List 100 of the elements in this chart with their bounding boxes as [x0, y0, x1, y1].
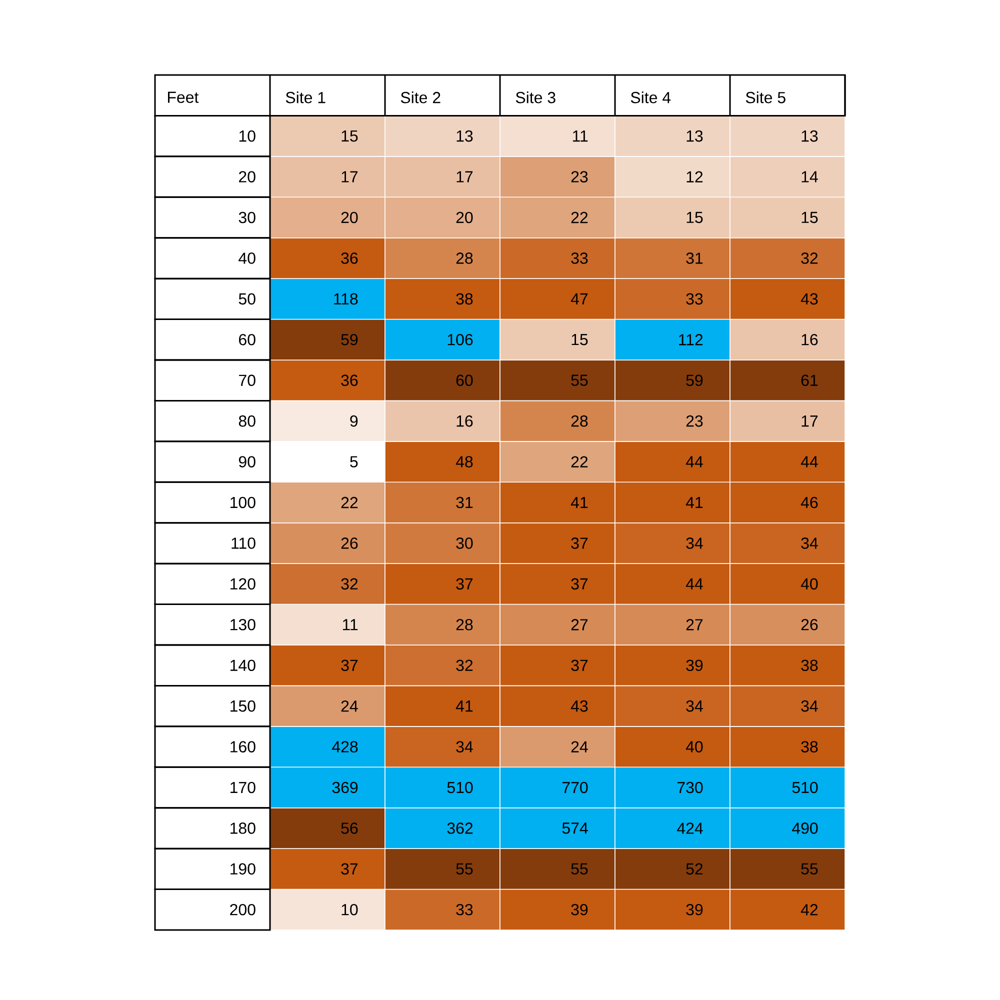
data-label: 34	[801, 538, 818, 549]
x-tick-label: Site 2	[400, 92, 440, 104]
data-label: 48	[456, 456, 473, 468]
x-tick-label: Site 4	[630, 92, 671, 104]
data-label: 41	[456, 700, 473, 712]
data-label: 13	[802, 130, 818, 142]
data-label: 33	[571, 252, 588, 264]
data-label: 61	[801, 374, 818, 386]
data-label: 22	[571, 456, 588, 468]
data-label: 13	[686, 130, 703, 142]
data-label: 369	[332, 782, 358, 794]
data-label: 490	[792, 822, 818, 834]
data-label: 39	[571, 904, 588, 916]
data-label: 16	[456, 415, 473, 427]
data-label: 55	[571, 374, 588, 386]
y-tick-label: 170	[230, 782, 256, 794]
y-tick-label: 20	[239, 171, 256, 182]
data-label: 60	[456, 374, 473, 386]
data-label: 41	[686, 496, 703, 508]
data-label: 44	[800, 456, 818, 468]
data-label: 55	[801, 863, 818, 875]
data-label: 9	[350, 415, 358, 427]
data-label: 30	[456, 538, 473, 549]
data-label: 15	[572, 334, 588, 346]
y-tick-label: 180	[230, 822, 256, 834]
y-tick-label: 140	[230, 660, 256, 672]
data-label: 22	[341, 496, 358, 508]
y-tick-label: 40	[238, 252, 256, 264]
data-label: 52	[686, 863, 703, 875]
data-label: 39	[686, 904, 703, 916]
x-tick-label: Site 3	[516, 92, 556, 104]
data-label: 362	[447, 822, 473, 834]
data-label: 55	[571, 863, 588, 875]
y-tick-label: 90	[238, 456, 256, 468]
data-label: 37	[341, 863, 358, 875]
data-label: 17	[802, 416, 818, 427]
data-label: 26	[801, 618, 818, 630]
data-label: 118	[334, 293, 358, 305]
data-label: 46	[800, 496, 818, 508]
y-tick-label: 110	[232, 538, 256, 549]
data-label: 28	[456, 252, 473, 264]
data-label: 10	[342, 904, 358, 916]
data-label: 20	[341, 212, 358, 224]
y-tick-label: 150	[230, 700, 256, 712]
data-label: 20	[456, 212, 473, 224]
data-label: 24	[571, 741, 588, 752]
data-label: 37	[571, 538, 588, 549]
data-label: 22	[571, 212, 588, 224]
data-label: 44	[686, 578, 703, 590]
data-label: 17	[342, 171, 358, 182]
data-label: 39	[686, 660, 703, 672]
data-label: 43	[800, 293, 818, 305]
data-label: 42	[800, 904, 818, 916]
x-tick-label: Site 5	[746, 92, 786, 104]
data-label: 40	[686, 741, 703, 752]
y-tick-label: 50	[238, 293, 256, 305]
y-tick-label: 120	[230, 578, 256, 590]
data-label: 5	[350, 456, 358, 468]
data-label: 38	[456, 293, 473, 305]
data-label: 112	[679, 334, 703, 346]
data-label: 59	[686, 374, 703, 386]
data-label: 59	[341, 334, 358, 346]
data-label: 15	[342, 130, 358, 142]
data-label: 37	[571, 660, 588, 672]
data-label: 36	[341, 374, 358, 386]
data-label: 27	[686, 619, 703, 630]
data-label: 11	[572, 130, 588, 142]
data-label: 41	[570, 496, 588, 508]
data-label: 12	[686, 171, 703, 182]
y-tick-label: 70	[239, 374, 256, 386]
data-label: 428	[332, 741, 358, 752]
data-label: 43	[570, 700, 588, 712]
data-label: 37	[341, 660, 358, 672]
data-label: 32	[341, 578, 358, 590]
data-label: 32	[801, 252, 818, 264]
data-label: 23	[686, 415, 703, 427]
y-tick-label: 190	[230, 863, 256, 875]
data-label: 106	[448, 334, 473, 346]
data-label: 730	[677, 782, 703, 794]
data-label: 31	[686, 252, 703, 264]
y-tick-label: 80	[238, 415, 256, 427]
data-label: 38	[801, 660, 818, 672]
data-label: 33	[456, 904, 473, 916]
y-axis-title: Feet	[168, 92, 199, 103]
data-label: 36	[341, 252, 358, 264]
data-label: 37	[571, 578, 588, 590]
y-tick-label: 10	[239, 130, 256, 142]
data-label: 27	[571, 619, 588, 630]
data-label: 510	[447, 782, 473, 794]
data-label: 16	[802, 334, 818, 346]
data-label: 38	[801, 741, 818, 752]
x-tick-label: Site 1	[286, 92, 326, 104]
data-label: 34	[456, 741, 473, 752]
data-label: 510	[792, 782, 818, 794]
data-label: 37	[456, 578, 473, 590]
data-label: 11	[342, 619, 358, 630]
data-label: 55	[456, 863, 473, 875]
data-label: 13	[456, 130, 473, 142]
data-label: 14	[802, 171, 818, 182]
data-label: 56	[341, 822, 358, 834]
